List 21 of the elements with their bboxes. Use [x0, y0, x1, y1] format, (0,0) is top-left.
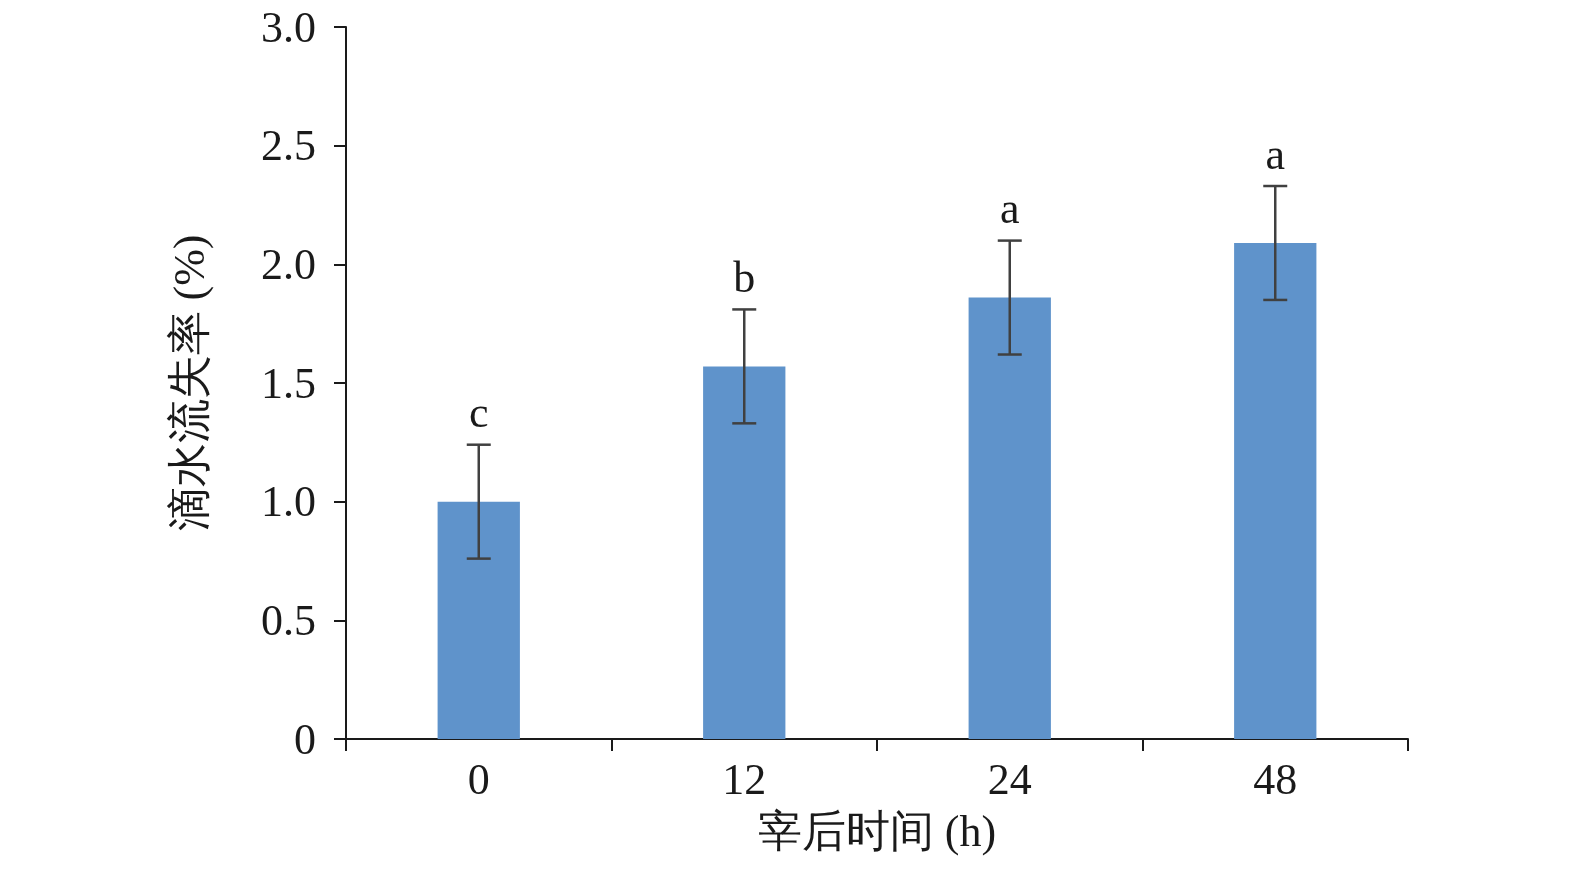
x-tick-label: 0 [467, 754, 490, 804]
x-tick-label: 48 [1253, 754, 1298, 804]
x-tick-label: 24 [987, 754, 1032, 804]
y-tick-label: 0 [294, 714, 316, 764]
x-tick-label: 12 [722, 754, 767, 804]
y-tick-label: 2.0 [261, 239, 316, 289]
bar [968, 297, 1051, 739]
annotation: b [733, 252, 756, 302]
annotation: a [999, 184, 1020, 234]
bar [1234, 242, 1317, 739]
y-tick-label: 0.5 [261, 595, 316, 645]
annotation: a [1265, 129, 1286, 179]
y-tick-label: 2.5 [261, 121, 316, 171]
bar [703, 366, 786, 739]
annotation: c [468, 388, 489, 438]
bar [437, 501, 520, 739]
y-tick-label: 1.5 [261, 358, 316, 408]
y-tick-label: 1.0 [261, 477, 316, 527]
y-axis-title: 滴水流失率 (%) [164, 234, 214, 532]
x-axis-title: 宰后时间 (h) [757, 806, 997, 856]
y-tick-label: 3.0 [261, 2, 316, 52]
